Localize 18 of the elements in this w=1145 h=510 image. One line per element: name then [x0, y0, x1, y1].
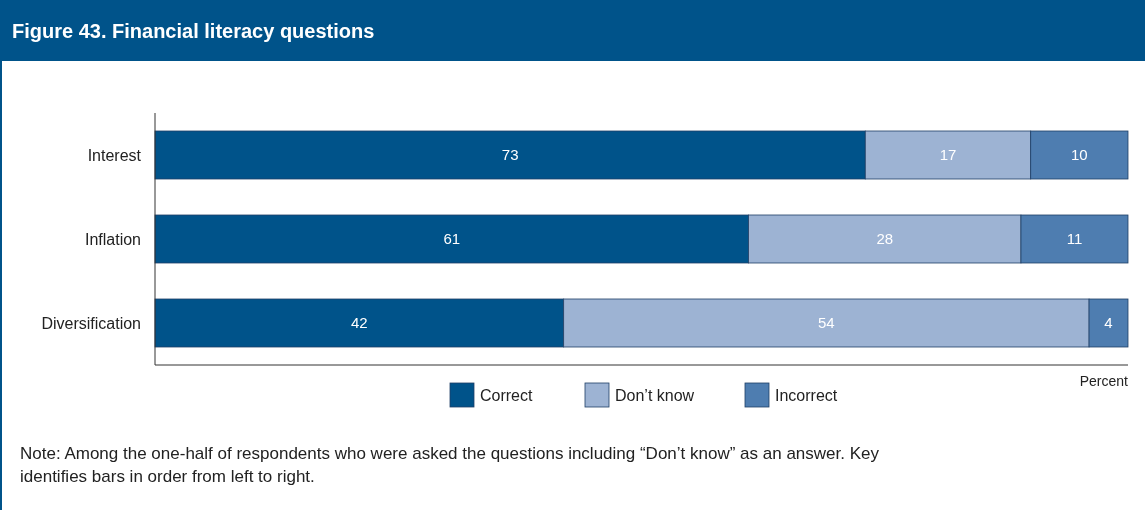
data-label: 54 [818, 314, 835, 332]
y-tick-label: Interest [87, 146, 142, 164]
data-label: 4 [1104, 314, 1113, 332]
y-tick-label: Diversification [41, 314, 141, 332]
data-label: 17 [939, 146, 957, 164]
chart-title: Figure 43. Financial literacy questions [12, 20, 375, 42]
y-tick-label: Inflation [84, 230, 141, 248]
x-axis-title: Percent [1079, 373, 1129, 389]
data-label: 42 [350, 314, 368, 332]
data-label: 61 [443, 230, 461, 248]
legend-label: Don’t know [615, 386, 695, 404]
legend-label: Incorrect [775, 386, 838, 404]
data-label: 11 [1066, 230, 1083, 248]
legend-label: Correct [480, 386, 534, 404]
text: Note: Among the one-half of respondents who were asked the questions including “Don’t know” as an answer. Key identifies bars in order from left to right. [20, 444, 880, 486]
data-label: 73 [501, 146, 519, 164]
data-label: 28 [876, 230, 894, 248]
data-label: 10 [1071, 146, 1088, 164]
